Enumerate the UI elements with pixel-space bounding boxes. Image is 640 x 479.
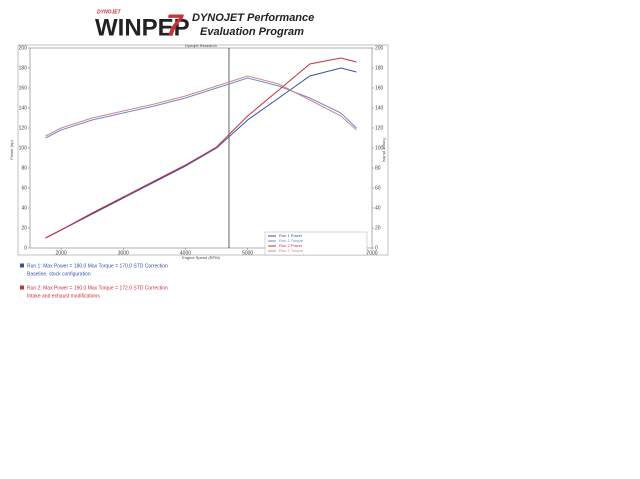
chart-title: Dynojet Research	[185, 43, 217, 48]
y-tick-label: 60	[21, 185, 27, 191]
logo-small: DYNOJET	[97, 9, 122, 15]
note-text: Baseline, stock configuration	[27, 271, 91, 277]
x-tick-label: 7000	[366, 250, 377, 256]
series-line	[45, 67, 357, 239]
y2-tick-label: 120	[375, 125, 384, 131]
note-marker	[20, 263, 24, 268]
legend-label: Run 1 Torque	[279, 238, 304, 243]
y2-tick-label: 200	[375, 45, 384, 51]
y2-tick-label: 60	[375, 185, 381, 191]
logo-number: 7	[166, 9, 184, 42]
y-tick-label: 140	[19, 105, 28, 111]
note-marker	[20, 285, 24, 290]
y-tick-label: 20	[21, 225, 27, 231]
logo: WINPEP	[95, 14, 190, 41]
y-tick-label: 180	[19, 65, 28, 71]
y-tick-label: 120	[19, 125, 28, 131]
y-tick-label: 160	[19, 85, 28, 91]
series-line	[45, 57, 357, 239]
note-text: Run 2: Max Power = 190.0 Max Torque = 17…	[27, 285, 168, 291]
title-line1: DYNOJET Performance	[192, 12, 314, 24]
legend-label: Run 2 Power	[279, 243, 303, 248]
y2-tick-label: 160	[375, 85, 384, 91]
y-tick-label: 40	[21, 205, 27, 211]
y-tick-label: 80	[21, 165, 27, 171]
x-tick-label: 3000	[118, 250, 129, 256]
note-text: Intake and exhaust modifications	[27, 293, 100, 299]
y2-tick-label: 180	[375, 65, 384, 71]
x-axis-label: Engine Speed (RPM)	[182, 255, 220, 260]
y2-tick-label: 0	[375, 245, 378, 251]
y2-tick-label: 40	[375, 205, 381, 211]
series-line	[45, 75, 357, 137]
x-tick-label: 4000	[180, 250, 191, 256]
note-text: Run 1: Max Power = 180.0 Max Torque = 17…	[27, 263, 168, 269]
legend-label: Run 2 Torque	[279, 248, 304, 253]
title-line2: Evaluation Program	[200, 26, 304, 38]
chart-frame	[17, 44, 389, 256]
legend-label: Run 1 Power	[279, 233, 303, 238]
y-tick-label: 0	[24, 245, 27, 251]
series-line	[45, 77, 357, 139]
y-tick-label: 100	[19, 145, 28, 151]
x-tick-label: 2000	[56, 250, 67, 256]
y2-tick-label: 20	[375, 225, 381, 231]
y2-tick-label: 100	[375, 145, 384, 151]
y2-axis-label: Torque (ft-lbs)	[382, 138, 387, 163]
x-tick-label: 5000	[242, 250, 253, 256]
y2-tick-label: 80	[375, 165, 381, 171]
y2-tick-label: 140	[375, 105, 384, 111]
legend-box	[264, 231, 368, 256]
y-tick-label: 200	[19, 45, 28, 51]
y-axis-label: Power (hp)	[9, 140, 14, 160]
